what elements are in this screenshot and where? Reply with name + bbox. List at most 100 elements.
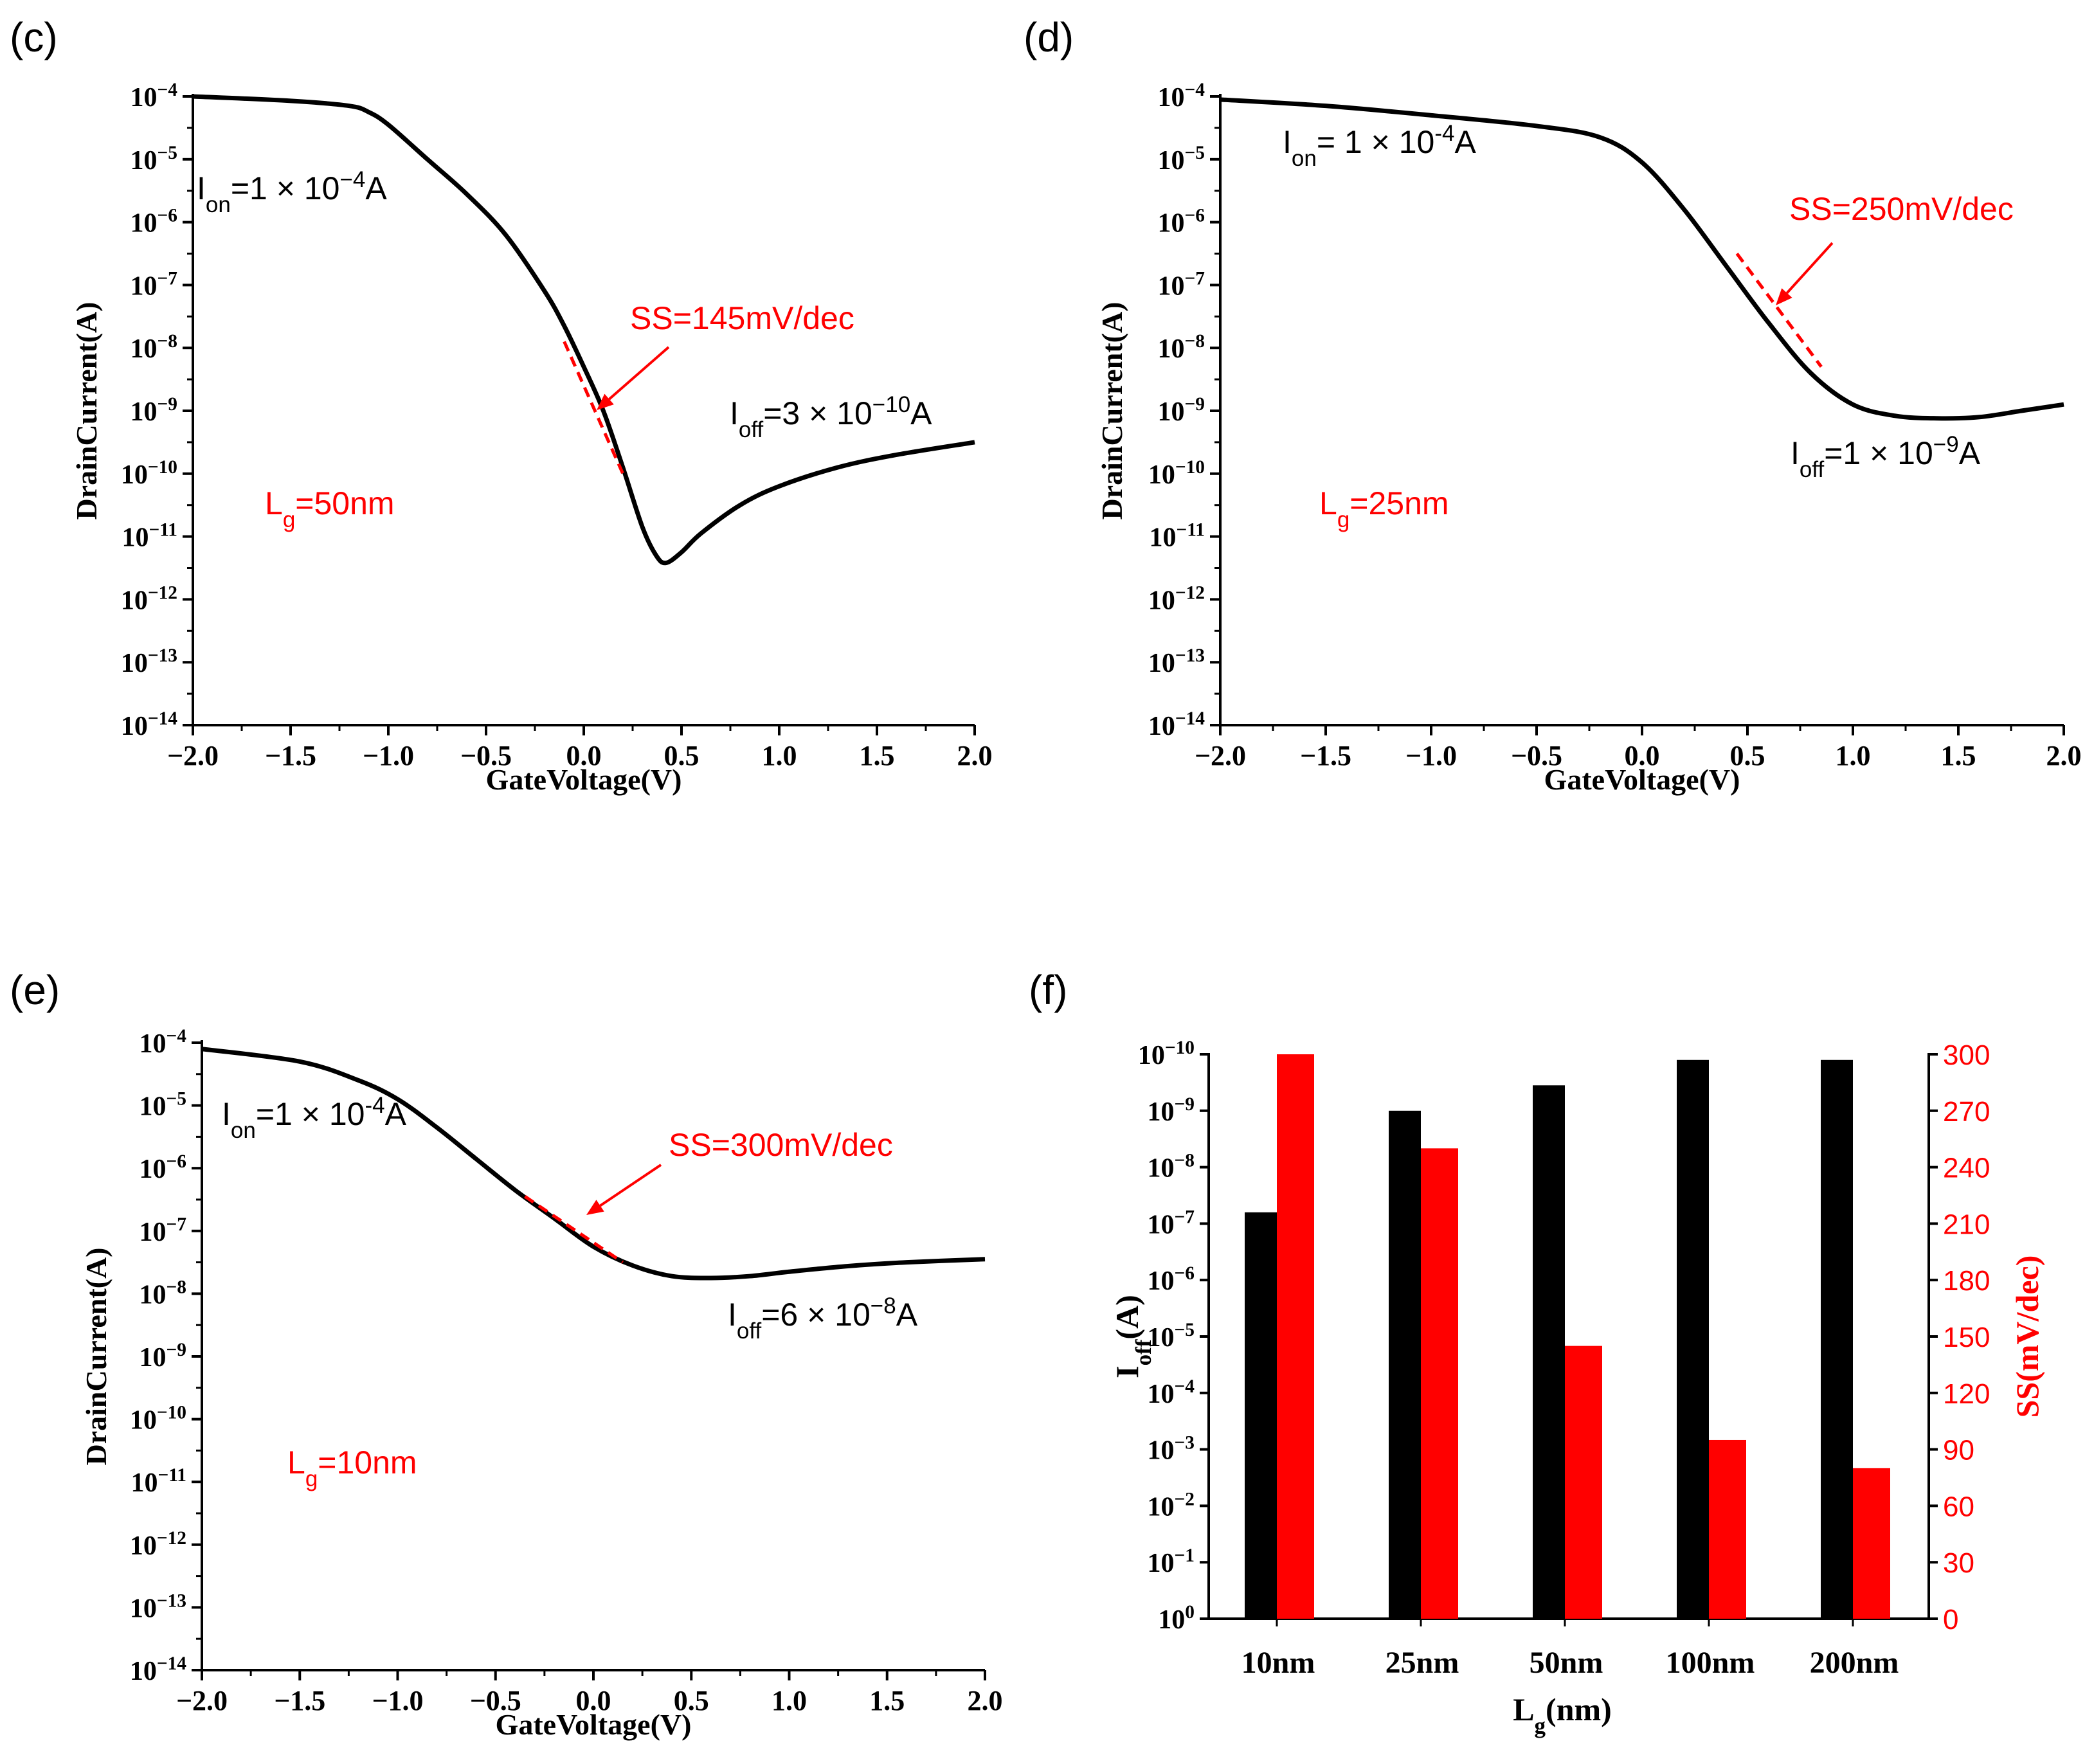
right-y-axis-title: SS(mV/dec) bbox=[2009, 1256, 2045, 1418]
x-tick-label: 0.0 bbox=[566, 740, 602, 771]
text-part: 10 bbox=[1148, 460, 1175, 490]
text-part: −1 bbox=[1175, 1545, 1195, 1566]
y-tick-label: 10−11 bbox=[131, 1465, 186, 1498]
text-part: −13 bbox=[1175, 645, 1205, 666]
ss-arrow-head bbox=[597, 393, 614, 410]
y-tick-label: 10−6 bbox=[140, 1151, 186, 1184]
series-line-id-vg bbox=[1220, 97, 2064, 421]
bar-ss bbox=[1709, 1439, 1746, 1619]
y-axis-title: DrainCurrent(A) bbox=[70, 302, 103, 520]
text-part: 10 bbox=[1148, 586, 1175, 615]
text-part: −3 bbox=[1175, 1433, 1195, 1454]
text-part: 10 bbox=[140, 1155, 167, 1184]
text-part: -4 bbox=[365, 1093, 384, 1118]
x-axis-title: Lg(nm) bbox=[1513, 1691, 1612, 1738]
text-part: 10 bbox=[1148, 1323, 1175, 1353]
text-part: −8 bbox=[158, 331, 177, 352]
text-part: =25nm bbox=[1349, 485, 1449, 521]
y-tick-label: 10−5 bbox=[140, 1089, 186, 1122]
left-y-tick-label: 10−8 bbox=[1148, 1151, 1195, 1184]
x-tick-label: 2.0 bbox=[968, 1685, 1003, 1716]
text-part: 10 bbox=[140, 1092, 167, 1122]
lg-annotation: Lg=10nm bbox=[287, 1444, 417, 1491]
text-part: 10 bbox=[1148, 1097, 1175, 1127]
right-y-tick-label: 60 bbox=[1943, 1491, 1974, 1522]
text-part: I bbox=[1283, 124, 1292, 160]
panel-label: (f) bbox=[1029, 967, 1067, 1013]
text-part: −6 bbox=[167, 1151, 186, 1172]
text-part: −5 bbox=[1175, 1320, 1195, 1340]
text-part: 10 bbox=[1158, 334, 1185, 364]
text-part: −10 bbox=[1165, 1038, 1195, 1058]
x-tick-label: 0.0 bbox=[576, 1685, 611, 1716]
text-part: A bbox=[896, 1297, 918, 1333]
bar-ioff bbox=[1389, 1110, 1421, 1619]
text-part: A bbox=[365, 170, 387, 206]
text-part: −10 bbox=[1175, 457, 1205, 478]
text-part: 10 bbox=[131, 397, 158, 427]
text-part: 10 bbox=[130, 1531, 157, 1561]
text-part: 10 bbox=[131, 334, 158, 364]
ion-annotation: Ion= 1 × 10-4A bbox=[1283, 121, 1476, 171]
text-part: 10 bbox=[1148, 649, 1175, 678]
y-tick-label: 10−8 bbox=[131, 331, 177, 364]
text-part: =3 × 10 bbox=[763, 395, 872, 431]
right-y-tick-label: 90 bbox=[1943, 1435, 1974, 1466]
ioff-annotation: Ioff=6 × 10−8A bbox=[728, 1293, 918, 1344]
text-part: 10 bbox=[1158, 146, 1185, 176]
text-part: −7 bbox=[158, 268, 177, 289]
text-part: −4 bbox=[1185, 80, 1205, 100]
text-part: 10 bbox=[130, 1657, 157, 1686]
x-tick-label: 0.0 bbox=[1625, 740, 1660, 771]
y-tick-label: 10−14 bbox=[121, 708, 177, 741]
text-part: I bbox=[222, 1096, 231, 1132]
text-part: −5 bbox=[158, 143, 177, 163]
text-part: −11 bbox=[149, 520, 177, 541]
y-tick-label: 10−13 bbox=[121, 645, 177, 678]
y-axis-title: DrainCurrent(A) bbox=[1096, 302, 1128, 520]
x-tick-label: −2.0 bbox=[167, 740, 219, 771]
text-part: L bbox=[1319, 485, 1337, 521]
text-part: −9 bbox=[1175, 1094, 1195, 1115]
text-part: 10 bbox=[122, 523, 149, 553]
text-part: A bbox=[385, 1096, 407, 1132]
y-tick-label: 10−9 bbox=[1158, 394, 1205, 427]
text-part: 0 bbox=[1185, 1602, 1195, 1623]
text-part: −12 bbox=[148, 582, 177, 603]
text-part: 10 bbox=[131, 146, 158, 176]
left-y-tick-label: 10−10 bbox=[1138, 1038, 1195, 1070]
y-tick-label: 10−10 bbox=[130, 1403, 186, 1436]
text-part: 10 bbox=[1158, 209, 1185, 239]
text-part: 10 bbox=[140, 1343, 167, 1372]
right-y-tick-label: 270 bbox=[1943, 1096, 1990, 1128]
lg-annotation: Lg=50nm bbox=[265, 485, 395, 532]
text-part: −5 bbox=[1185, 143, 1205, 163]
y-tick-label: 10−14 bbox=[1148, 708, 1205, 741]
text-part: 10 bbox=[1158, 83, 1185, 113]
text-part: I bbox=[1109, 1365, 1145, 1378]
panel-label: (e) bbox=[10, 967, 60, 1013]
bar-panel-f: (f)10010−110−210−310−410−510−610−710−810… bbox=[1029, 967, 2045, 1738]
text-part: 10 bbox=[131, 271, 158, 301]
text-part: = 1 × 10 bbox=[1317, 124, 1435, 160]
left-y-tick-label: 10−6 bbox=[1148, 1263, 1195, 1296]
x-tick-label: 25nm bbox=[1385, 1646, 1459, 1680]
ss-annotation: SS=250mV/dec bbox=[1789, 191, 2014, 227]
x-tick-label: 1.5 bbox=[860, 740, 895, 771]
x-tick-label: −2.0 bbox=[1195, 740, 1246, 771]
x-tick-label: 10nm bbox=[1241, 1646, 1315, 1680]
y-tick-label: 10−11 bbox=[122, 520, 177, 553]
text-part: g bbox=[1535, 1713, 1546, 1738]
x-tick-label: 1.0 bbox=[762, 740, 797, 771]
line-panel-3: (e)−2.0 −1.5 −1.0 −0.5 0.0 0.5 1.0 1.5 2.010−141… bbox=[10, 967, 1003, 1741]
x-tick-label: −1.5 bbox=[274, 1685, 325, 1716]
text-part: L bbox=[265, 485, 283, 521]
x-tick-label: 1.0 bbox=[772, 1685, 807, 1716]
y-tick-label: 10−4 bbox=[1158, 80, 1205, 113]
x-tick-label: −1.5 bbox=[1300, 740, 1351, 771]
y-tick-label: 10−7 bbox=[131, 268, 177, 301]
text-part: 10 bbox=[121, 586, 148, 615]
text-part: (A) bbox=[1109, 1295, 1145, 1339]
x-tick-label: −1.0 bbox=[1405, 740, 1457, 771]
bar-ioff bbox=[1821, 1059, 1853, 1619]
